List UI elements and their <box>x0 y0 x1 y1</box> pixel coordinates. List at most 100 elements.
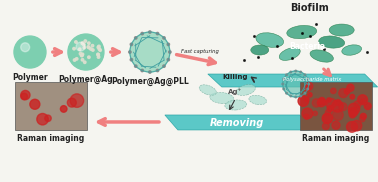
Circle shape <box>45 115 51 122</box>
Circle shape <box>130 32 170 72</box>
Circle shape <box>290 95 291 97</box>
Text: Bacteria: Bacteria <box>290 41 326 51</box>
Circle shape <box>135 37 137 39</box>
Circle shape <box>300 95 302 97</box>
Circle shape <box>84 61 86 64</box>
Ellipse shape <box>210 92 234 104</box>
Circle shape <box>302 108 313 119</box>
Ellipse shape <box>225 100 247 110</box>
Circle shape <box>97 46 99 49</box>
Text: Biofilm: Biofilm <box>290 3 329 13</box>
Text: Polymer@Ag: Polymer@Ag <box>59 75 113 84</box>
Circle shape <box>290 71 291 73</box>
Circle shape <box>349 112 356 118</box>
Ellipse shape <box>249 95 266 105</box>
Text: Polymer@Ag@PLL: Polymer@Ag@PLL <box>111 77 189 86</box>
Circle shape <box>326 98 336 109</box>
Circle shape <box>88 56 90 58</box>
Circle shape <box>88 42 90 44</box>
FancyBboxPatch shape <box>300 82 372 130</box>
Circle shape <box>67 98 76 107</box>
Circle shape <box>347 121 357 132</box>
Circle shape <box>359 116 365 122</box>
Circle shape <box>350 94 355 99</box>
Ellipse shape <box>279 48 300 60</box>
Text: Raman imaging: Raman imaging <box>17 134 85 143</box>
Ellipse shape <box>310 50 333 62</box>
Circle shape <box>364 103 371 110</box>
Circle shape <box>14 36 46 68</box>
Circle shape <box>283 88 285 90</box>
Circle shape <box>298 96 308 106</box>
Circle shape <box>156 32 159 35</box>
Circle shape <box>347 84 354 91</box>
Circle shape <box>163 37 165 39</box>
Circle shape <box>37 113 48 125</box>
Circle shape <box>79 52 82 55</box>
Circle shape <box>308 83 310 85</box>
Ellipse shape <box>329 24 354 36</box>
Circle shape <box>81 42 84 45</box>
Circle shape <box>286 92 287 94</box>
Circle shape <box>295 70 296 72</box>
Circle shape <box>149 31 151 33</box>
Circle shape <box>295 96 296 98</box>
Circle shape <box>81 54 83 57</box>
Circle shape <box>88 46 90 49</box>
Circle shape <box>312 99 321 107</box>
Ellipse shape <box>256 33 284 47</box>
Circle shape <box>335 100 341 105</box>
Circle shape <box>79 48 81 50</box>
Circle shape <box>283 78 285 80</box>
Circle shape <box>349 108 358 116</box>
FancyBboxPatch shape <box>15 82 87 130</box>
Circle shape <box>322 123 329 130</box>
Circle shape <box>307 88 308 90</box>
Circle shape <box>156 69 159 72</box>
Circle shape <box>332 110 343 120</box>
Polygon shape <box>208 74 378 87</box>
Circle shape <box>83 46 85 49</box>
Circle shape <box>339 103 347 111</box>
Circle shape <box>325 110 331 115</box>
Ellipse shape <box>236 84 256 96</box>
Circle shape <box>169 51 171 53</box>
Circle shape <box>286 74 287 76</box>
Ellipse shape <box>319 36 345 48</box>
Circle shape <box>282 83 284 85</box>
Circle shape <box>163 65 165 67</box>
Circle shape <box>141 69 143 72</box>
Ellipse shape <box>199 85 216 95</box>
Text: Killing: Killing <box>222 74 248 80</box>
Circle shape <box>83 43 85 46</box>
Circle shape <box>30 99 40 109</box>
Circle shape <box>323 100 327 105</box>
Circle shape <box>322 113 333 124</box>
Circle shape <box>313 111 318 116</box>
Circle shape <box>361 99 366 103</box>
Circle shape <box>76 58 78 60</box>
Circle shape <box>283 71 309 97</box>
Circle shape <box>304 114 309 119</box>
Polygon shape <box>165 115 312 130</box>
Circle shape <box>81 54 83 57</box>
Circle shape <box>149 71 151 73</box>
Circle shape <box>304 85 310 91</box>
Text: Polysaccharide matrix: Polysaccharide matrix <box>282 76 341 82</box>
Circle shape <box>167 43 169 46</box>
Circle shape <box>21 93 28 100</box>
Circle shape <box>82 42 84 44</box>
Circle shape <box>319 100 324 104</box>
Circle shape <box>98 48 101 50</box>
Circle shape <box>90 48 92 50</box>
Ellipse shape <box>251 45 269 55</box>
Circle shape <box>332 100 343 112</box>
Circle shape <box>91 49 94 51</box>
Circle shape <box>327 106 333 112</box>
Circle shape <box>167 58 169 61</box>
Circle shape <box>141 32 143 35</box>
Circle shape <box>91 44 94 47</box>
Text: Ag⁺: Ag⁺ <box>228 89 242 95</box>
Circle shape <box>319 98 325 104</box>
Circle shape <box>307 78 308 80</box>
